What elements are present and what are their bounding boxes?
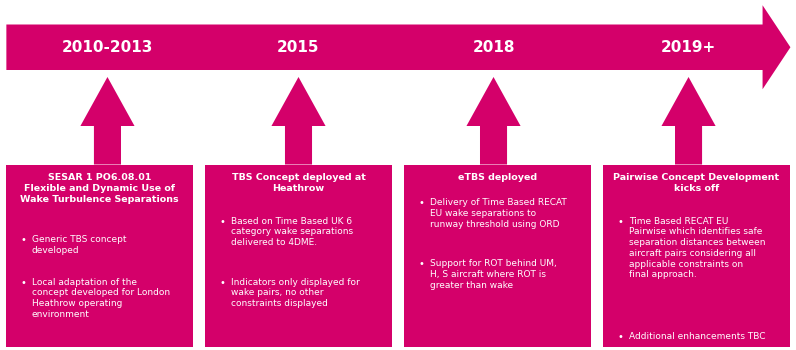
Polygon shape bbox=[80, 77, 135, 164]
Polygon shape bbox=[661, 77, 716, 164]
Text: •: • bbox=[21, 235, 26, 245]
Text: TBS Concept deployed at
Heathrow: TBS Concept deployed at Heathrow bbox=[232, 173, 365, 193]
Text: Support for ROT behind UM,
H, S aircraft where ROT is
greater than wake: Support for ROT behind UM, H, S aircraft… bbox=[430, 259, 556, 290]
Text: SESAR 1 PO6.08.01
Flexible and Dynamic Use of
Wake Turbulence Separations: SESAR 1 PO6.08.01 Flexible and Dynamic U… bbox=[20, 173, 179, 204]
Text: •: • bbox=[21, 278, 26, 288]
FancyBboxPatch shape bbox=[603, 164, 790, 346]
Text: Additional enhancements TBC: Additional enhancements TBC bbox=[629, 332, 765, 341]
Text: Local adaptation of the
concept developed for London
Heathrow operating
environm: Local adaptation of the concept develope… bbox=[32, 278, 170, 319]
FancyBboxPatch shape bbox=[6, 164, 193, 346]
Polygon shape bbox=[6, 5, 790, 89]
Text: Time Based RECAT EU
Pairwise which identifies safe
separation distances between
: Time Based RECAT EU Pairwise which ident… bbox=[629, 217, 765, 279]
Text: •: • bbox=[618, 217, 623, 227]
Text: Pairwise Concept Development
kicks off: Pairwise Concept Development kicks off bbox=[614, 173, 779, 193]
Text: 2010-2013: 2010-2013 bbox=[62, 40, 153, 55]
Text: 2015: 2015 bbox=[277, 40, 320, 55]
Polygon shape bbox=[271, 77, 326, 164]
Text: •: • bbox=[220, 278, 225, 288]
Text: eTBS deployed: eTBS deployed bbox=[458, 173, 537, 182]
Text: 2018: 2018 bbox=[472, 40, 515, 55]
Text: •: • bbox=[419, 198, 424, 209]
Text: •: • bbox=[618, 332, 623, 342]
Text: Generic TBS concept
developed: Generic TBS concept developed bbox=[32, 235, 127, 254]
FancyBboxPatch shape bbox=[404, 164, 591, 346]
Text: •: • bbox=[220, 217, 225, 227]
Polygon shape bbox=[466, 77, 521, 164]
Text: Indicators only displayed for
wake pairs, no other
constraints displayed: Indicators only displayed for wake pairs… bbox=[231, 278, 360, 308]
Text: •: • bbox=[419, 259, 424, 270]
Text: 2019+: 2019+ bbox=[661, 40, 716, 55]
Text: Based on Time Based UK 6
category wake separations
delivered to 4DME.: Based on Time Based UK 6 category wake s… bbox=[231, 217, 353, 247]
FancyBboxPatch shape bbox=[205, 164, 392, 346]
Text: Delivery of Time Based RECAT
EU wake separations to
runway threshold using ORD: Delivery of Time Based RECAT EU wake sep… bbox=[430, 198, 567, 229]
